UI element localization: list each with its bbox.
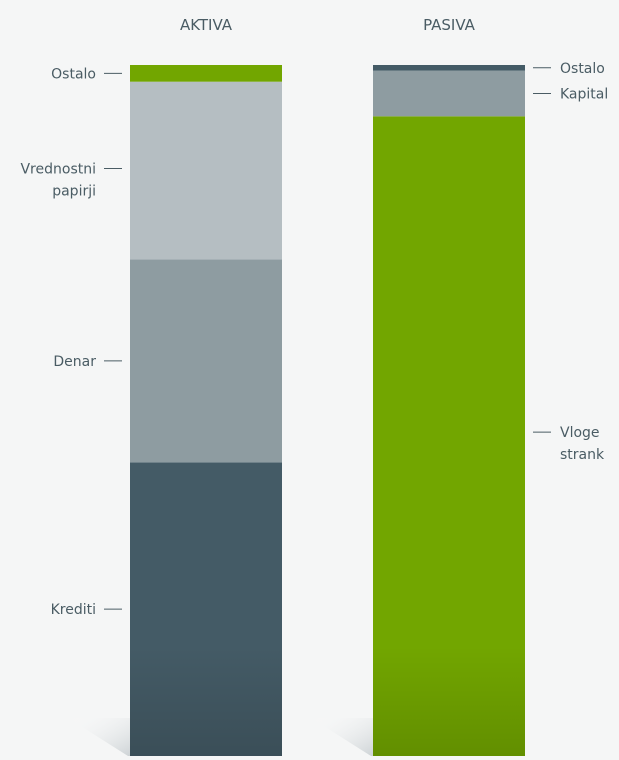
aktiva-floor-shadow (68, 718, 130, 756)
aktiva-segment-ostalo (130, 65, 282, 82)
pasiva-label-ostalo: Ostalo (560, 61, 605, 77)
pasiva-floor-shadow (311, 718, 373, 756)
pasiva-label-vloge-strank: Vloge strank (560, 425, 605, 463)
aktiva-label-vrednostni-papirji: Vrednostni papirji (20, 161, 96, 199)
aktiva-label-krediti: Krediti (51, 602, 96, 618)
aktiva-bottom-fade (130, 646, 282, 756)
pasiva-label-kapital: Kapital (560, 86, 608, 102)
pasiva-bottom-fade (373, 646, 525, 756)
pasiva-title: PASIVA (423, 16, 476, 34)
bars-layer (130, 65, 525, 756)
pasiva-segment-kapital (373, 70, 525, 117)
bar-shadows (68, 718, 373, 756)
aktiva-label-ostalo: Ostalo (51, 66, 96, 82)
aktiva-title: AKTIVA (180, 16, 233, 34)
pasiva-segment-ostalo (373, 65, 525, 71)
aktiva-label-denar: Denar (53, 354, 96, 370)
aktiva-segment-denar (130, 259, 282, 463)
aktiva-segment-vrednostni-papirji (130, 81, 282, 260)
labels-layer: AKTIVA Krediti Denar Vrednostni papirji Ostal… (20, 16, 608, 618)
